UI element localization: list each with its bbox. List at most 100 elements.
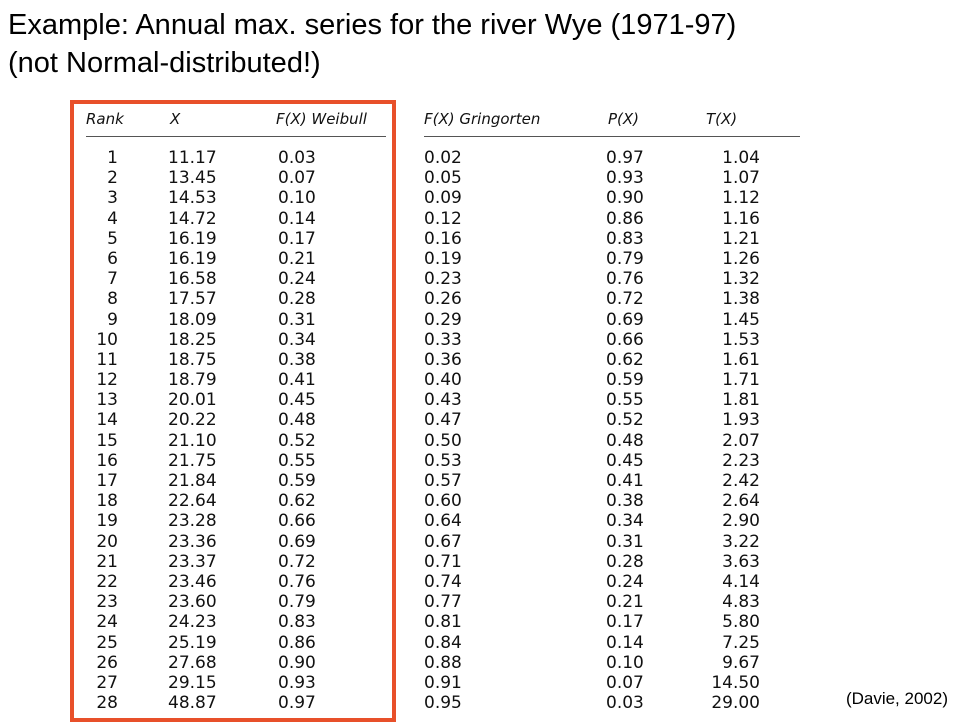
weibull-cell: 0.48: [278, 410, 316, 431]
t-cell: 1.53: [722, 329, 760, 350]
rank-cell: 3: [107, 188, 118, 209]
p-cell: 0.86: [606, 208, 644, 229]
column-p: 0.97 0.93 0.90 0.86 0.83 0.79 0.76 0.72 0.69 0.66…: [606, 148, 644, 713]
weibull-cell: 0.28: [278, 289, 316, 310]
x-cell: 11.17: [168, 148, 217, 168]
gringorten-cell: 0.64: [424, 511, 462, 532]
gringorten-cell: 0.26: [424, 289, 462, 310]
x-cell: 23.60: [168, 592, 217, 613]
x-cell: 29.15: [168, 672, 217, 693]
weibull-cell: 0.14: [278, 208, 316, 229]
gringorten-cell: 0.50: [424, 430, 462, 451]
t-cell: 4.83: [722, 592, 760, 613]
rank-cell: 18: [96, 491, 118, 512]
p-cell: 0.17: [606, 612, 644, 633]
x-cell: 18.25: [168, 329, 217, 350]
weibull-cell: 0.52: [278, 430, 316, 451]
header-t: T(X): [706, 110, 738, 128]
gringorten-cell: 0.53: [424, 450, 462, 471]
x-cell: 21.10: [168, 430, 217, 451]
rank-cell: 22: [96, 571, 118, 592]
header-x: X: [170, 110, 181, 128]
weibull-cell: 0.17: [278, 228, 316, 249]
rank-cell: 11: [96, 349, 118, 370]
rank-cell: 2: [107, 168, 118, 189]
rank-cell: 20: [96, 531, 118, 552]
p-cell: 0.69: [606, 309, 644, 330]
t-cell: 1.04: [722, 148, 760, 168]
x-cell: 23.28: [168, 511, 217, 532]
t-cell: 1.16: [722, 208, 760, 229]
x-cell: 16.19: [168, 248, 217, 269]
gringorten-cell: 0.09: [424, 188, 462, 209]
p-cell: 0.10: [606, 652, 644, 673]
column-rank: 1 2 3 4 5 6 7 8 9 10 11 12 13 14 15 16 17 18 19 20 21 22 23 24 2…: [84, 148, 118, 713]
slide-title: Example: Annual max. series for the rive…: [8, 6, 948, 82]
x-cell: 21.84: [168, 471, 217, 491]
p-cell: 0.76: [606, 269, 644, 290]
p-cell: 0.31: [606, 531, 644, 552]
t-cell: 1.93: [722, 410, 760, 431]
header-rule-left: [86, 136, 386, 137]
p-cell: 0.28: [606, 551, 644, 572]
p-cell: 0.03: [606, 693, 644, 714]
rank-cell: 24: [96, 612, 118, 633]
rank-cell: 1: [107, 148, 118, 168]
gringorten-cell: 0.71: [424, 551, 462, 572]
weibull-cell: 0.21: [278, 248, 316, 269]
weibull-cell: 0.62: [278, 491, 316, 512]
t-cell: 1.12: [722, 188, 760, 209]
t-cell: 2.42: [722, 471, 760, 491]
p-cell: 0.38: [606, 491, 644, 512]
weibull-cell: 0.90: [278, 652, 316, 673]
gringorten-cell: 0.91: [424, 672, 462, 693]
rank-cell: 21: [96, 551, 118, 572]
p-cell: 0.93: [606, 168, 644, 189]
t-cell: 9.67: [722, 652, 760, 673]
p-cell: 0.24: [606, 571, 644, 592]
t-cell: 7.25: [722, 632, 760, 653]
weibull-cell: 0.83: [278, 612, 316, 633]
gringorten-cell: 0.19: [424, 248, 462, 269]
gringorten-cell: 0.29: [424, 309, 462, 330]
header-gringorten: F(X) Gringorten: [424, 110, 541, 128]
rank-cell: 19: [96, 511, 118, 532]
gringorten-cell: 0.77: [424, 592, 462, 613]
p-cell: 0.79: [606, 248, 644, 269]
p-cell: 0.97: [606, 148, 644, 168]
x-cell: 18.79: [168, 370, 217, 391]
rank-cell: 8: [107, 289, 118, 310]
t-cell: 2.23: [722, 450, 760, 471]
rank-cell: 13: [96, 390, 118, 411]
gringorten-cell: 0.67: [424, 531, 462, 552]
rank-cell: 5: [107, 228, 118, 249]
rank-cell: 28: [96, 693, 118, 714]
weibull-cell: 0.55: [278, 450, 316, 471]
gringorten-cell: 0.95: [424, 693, 462, 714]
x-cell: 48.87: [168, 693, 217, 714]
p-cell: 0.48: [606, 430, 644, 451]
column-gringorten: 0.02 0.05 0.09 0.12 0.16 0.19 0.23 0.26 0.29 0.33…: [424, 148, 462, 713]
gringorten-cell: 0.33: [424, 329, 462, 350]
gringorten-cell: 0.36: [424, 349, 462, 370]
t-cell: 1.38: [722, 289, 760, 310]
x-cell: 14.53: [168, 188, 217, 209]
p-cell: 0.52: [606, 410, 644, 431]
weibull-cell: 0.86: [278, 632, 316, 653]
rank-cell: 4: [107, 208, 118, 229]
gringorten-cell: 0.88: [424, 652, 462, 673]
gringorten-cell: 0.05: [424, 168, 462, 189]
title-line-2: (not Normal-distributed!): [8, 47, 321, 79]
x-cell: 20.22: [168, 410, 217, 431]
header-rank: Rank: [86, 110, 124, 128]
weibull-cell: 0.41: [278, 370, 316, 391]
t-cell: 5.80: [722, 612, 760, 633]
x-cell: 21.75: [168, 450, 217, 471]
header-weibull: F(X) Weibull: [276, 110, 367, 128]
rank-cell: 25: [96, 632, 118, 653]
rank-cell: 17: [96, 471, 118, 491]
rank-cell: 12: [96, 370, 118, 391]
p-cell: 0.62: [606, 349, 644, 370]
weibull-cell: 0.59: [278, 471, 316, 491]
weibull-cell: 0.24: [278, 269, 316, 290]
